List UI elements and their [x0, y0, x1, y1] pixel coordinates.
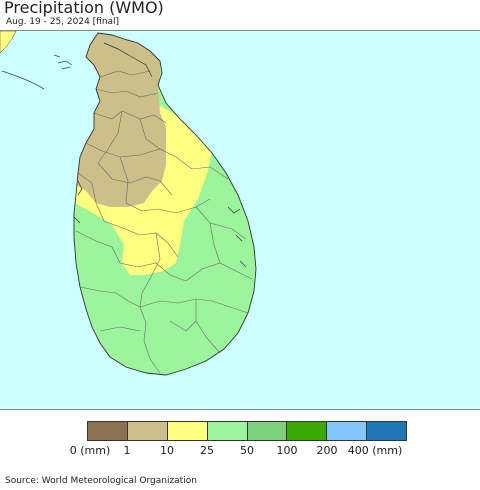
legend-swatch-200mm	[327, 422, 368, 440]
legend-swatch-0mm	[88, 422, 128, 440]
legend-swatch-50mm	[247, 422, 288, 440]
legend-label-50mm: 50	[240, 444, 254, 457]
north-islets	[53, 54, 73, 70]
west-coast-lagoons	[73, 180, 83, 224]
india-coast	[0, 31, 17, 54]
legend-label-0mm: 0 (mm)	[69, 444, 111, 457]
legend-label-10mm: 10	[160, 444, 174, 457]
map-date-range: Aug. 19 - 25, 2024 [final]	[6, 17, 120, 27]
island-coastline	[73, 32, 257, 376]
legend-label-100mm: 100	[276, 444, 298, 457]
adams-bridge-islands	[1, 70, 45, 90]
legend-swatch-1mm	[127, 422, 168, 440]
legend-label-1mm: 1	[123, 444, 131, 457]
legend-label-200mm: 200	[316, 444, 338, 457]
precipitation-map	[0, 30, 480, 410]
legend-swatch-400mm	[367, 422, 406, 440]
legend-swatch-10mm	[167, 422, 208, 440]
legend-swatch-100mm	[287, 422, 328, 440]
district-boundaries	[75, 70, 253, 374]
east-coast-lagoons	[227, 206, 247, 268]
map-title: Precipitation (WMO)	[4, 0, 164, 17]
sri-lanka-map-svg	[0, 31, 480, 409]
jaffna-lagoon	[103, 42, 153, 78]
legend-label-25mm: 25	[200, 444, 214, 457]
legend-swatch-25mm	[207, 422, 248, 440]
legend-color-scale	[87, 421, 407, 441]
source-credit: Source: World Meteorological Organizatio…	[5, 476, 197, 486]
legend-label-400mm: 400 (mm)	[347, 444, 403, 457]
